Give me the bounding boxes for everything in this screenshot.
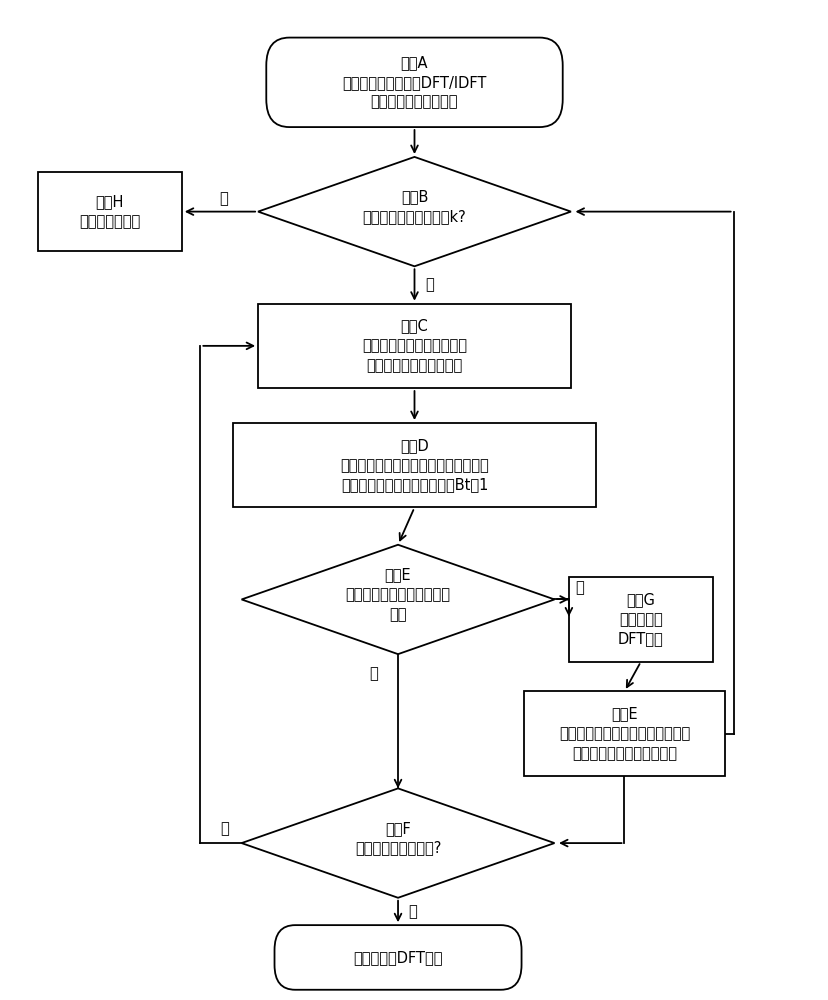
Text: 步骤A
初始化，并为第一级DFT/IDFT
运算产生整序读数地址: 步骤A 初始化，并为第一级DFT/IDFT 运算产生整序读数地址 xyxy=(342,55,486,110)
Bar xyxy=(38,172,181,251)
Text: 否: 否 xyxy=(368,667,378,682)
Text: 步骤E
切换蝶形运算结果存储位置，使后
续结果存储于另一中间缓存: 步骤E 切换蝶形运算结果存储位置，使后 续结果存储于另一中间缓存 xyxy=(558,706,689,761)
Bar xyxy=(523,691,724,776)
Text: 否: 否 xyxy=(219,191,229,206)
Text: 步骤B
当前运算级数是否小于k?: 步骤B 当前运算级数是否小于k? xyxy=(362,189,466,224)
Text: 步骤F
当前级运算是否结束?: 步骤F 当前级运算是否结束? xyxy=(354,821,440,856)
Text: 是: 是 xyxy=(574,580,583,595)
Text: 步骤G
启动下一级
DFT运算: 步骤G 启动下一级 DFT运算 xyxy=(618,592,663,647)
Text: 是: 是 xyxy=(408,904,416,919)
Polygon shape xyxy=(241,788,554,898)
FancyBboxPatch shape xyxy=(266,38,562,127)
Text: 步骤H
最后一级的处理: 步骤H 最后一级的处理 xyxy=(79,194,140,229)
Bar xyxy=(258,304,570,388)
Text: 步骤C
读取当前级蝶形运算的旋转
因子和运算数据，并相乘: 步骤C 读取当前级蝶形运算的旋转 因子和运算数据，并相乘 xyxy=(362,319,466,373)
Text: 步骤D
当前级的蝶形运算，将蝶形结果存储于
一中间缓存，蝶形运算计数器Bt加1: 步骤D 当前级的蝶形运算，将蝶形结果存储于 一中间缓存，蝶形运算计数器Bt加1 xyxy=(339,438,489,492)
Bar xyxy=(233,423,595,507)
Text: 否: 否 xyxy=(220,821,229,836)
Text: 结束当前级DFT运算: 结束当前级DFT运算 xyxy=(353,950,442,965)
Polygon shape xyxy=(258,157,570,266)
FancyBboxPatch shape xyxy=(274,925,521,990)
Text: 步骤E
是否满足启动下一级运算条
件？: 步骤E 是否满足启动下一级运算条 件？ xyxy=(345,567,450,622)
Text: 是: 是 xyxy=(425,277,433,292)
Bar xyxy=(568,577,712,662)
Polygon shape xyxy=(241,545,554,654)
